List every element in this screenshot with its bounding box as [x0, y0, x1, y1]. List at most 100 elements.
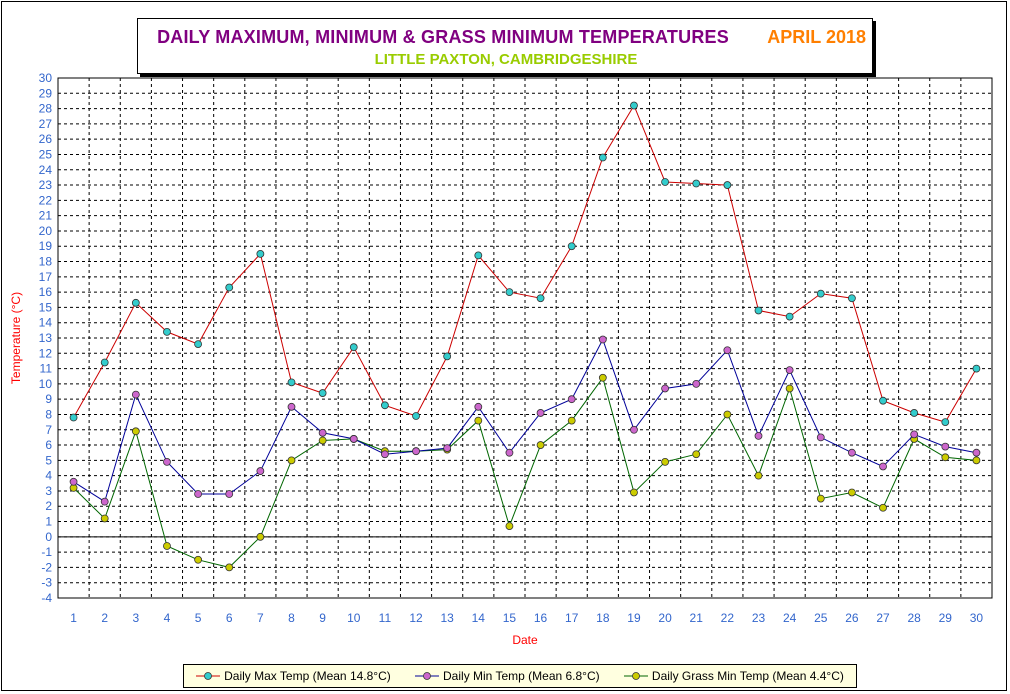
- data-point: [848, 488, 856, 497]
- data-point: [567, 242, 576, 251]
- x-tick-label: 7: [257, 611, 264, 625]
- data-point: [785, 384, 794, 393]
- data-point: [100, 358, 109, 367]
- x-tick-label: 30: [970, 611, 984, 625]
- data-point: [661, 178, 669, 186]
- y-tick-label: 1: [45, 515, 52, 529]
- y-tick-label: 0: [45, 530, 52, 544]
- data-point: [972, 448, 981, 457]
- y-tick-label: 7: [45, 423, 52, 437]
- data-point: [474, 251, 483, 260]
- data-point: [630, 425, 638, 434]
- data-point: [194, 555, 203, 564]
- y-tick-label: 17: [39, 270, 53, 284]
- legend-swatch-marker: [204, 672, 213, 680]
- data-point: [910, 409, 919, 417]
- data-point: [194, 340, 203, 349]
- y-tick-label: 9: [45, 392, 52, 406]
- data-point: [567, 416, 576, 425]
- y-tick-label: 5: [45, 453, 52, 467]
- data-point: [318, 436, 327, 445]
- x-tick-label: 6: [226, 611, 233, 625]
- data-point: [256, 467, 265, 475]
- series-0: [69, 101, 981, 427]
- y-tick-label: 3: [45, 484, 52, 498]
- y-tick-label: 30: [39, 71, 53, 85]
- data-point: [785, 366, 794, 375]
- legend-swatch-graphic: [623, 672, 648, 680]
- y-tick-label: 28: [39, 102, 53, 116]
- data-point: [505, 288, 514, 297]
- data-point: [225, 490, 234, 498]
- y-tick-label: 22: [39, 193, 53, 207]
- y-tick-label: -3: [41, 576, 52, 590]
- x-tick-label: 20: [658, 611, 672, 625]
- y-tick-label: 15: [39, 300, 53, 314]
- x-tick-label: 17: [565, 611, 579, 625]
- series: [69, 101, 981, 572]
- data-point: [941, 453, 950, 462]
- data-point: [723, 181, 732, 189]
- x-tick-label: 14: [472, 611, 486, 625]
- legend-swatch-min: [415, 670, 440, 682]
- data-point: [194, 490, 203, 498]
- data-point: [131, 298, 140, 307]
- y-tick-label: 2: [45, 499, 52, 513]
- data-point: [692, 379, 701, 388]
- data-point: [816, 494, 825, 503]
- legend-swatch-graphic: [415, 672, 440, 680]
- x-tick-label: 18: [596, 611, 610, 625]
- y-tick-label: 29: [39, 86, 53, 100]
- data-point: [816, 289, 825, 298]
- data-point: [163, 457, 171, 466]
- x-axis-title: Date: [512, 633, 538, 647]
- title-box: DAILY MAXIMUM, MINIMUM & GRASS MINIMUM T…: [137, 18, 873, 74]
- data-point: [69, 477, 78, 486]
- data-point: [941, 442, 950, 451]
- y-tick-label: 14: [39, 316, 53, 330]
- data-point: [972, 456, 981, 465]
- data-point: [536, 294, 545, 303]
- x-tick-label: 13: [440, 611, 454, 625]
- x-tick-label: 11: [379, 611, 392, 625]
- legend-label-max: Daily Max Temp (Mean 14.8°C): [224, 669, 391, 683]
- legend: Daily Max Temp (Mean 14.8°C) Daily Min T…: [183, 664, 857, 688]
- x-tick-label: 23: [752, 611, 766, 625]
- y-tick-label: 8: [45, 407, 52, 421]
- x-tick-label: 3: [132, 611, 139, 625]
- data-point: [474, 416, 483, 425]
- y-tick-label: 21: [39, 209, 53, 223]
- y-tick-label: 25: [39, 147, 53, 161]
- x-tick-label: 19: [627, 611, 641, 625]
- y-tick-label: 19: [39, 239, 53, 253]
- y-tick-label: 16: [39, 285, 53, 299]
- legend-swatch-grass-min: [623, 670, 648, 682]
- x-tick-label: 1: [70, 611, 77, 625]
- data-point: [692, 179, 701, 188]
- y-tick-label: 12: [39, 346, 53, 360]
- legend-item-max: Daily Max Temp (Mean 14.8°C): [196, 669, 391, 683]
- x-tick-label: 2: [101, 611, 108, 625]
- data-point: [536, 441, 545, 449]
- data-point: [879, 396, 887, 405]
- data-point: [630, 488, 638, 497]
- data-point: [661, 384, 669, 393]
- legend-item-grass-min: Daily Grass Min Temp (Mean 4.4°C): [623, 669, 844, 683]
- data-point: [287, 378, 296, 387]
- data-point: [349, 343, 358, 352]
- x-tick-label: 24: [783, 611, 797, 625]
- data-point: [785, 312, 794, 321]
- data-point: [287, 402, 296, 411]
- legend-label-min: Daily Min Temp (Mean 6.8°C): [443, 669, 600, 683]
- data-point: [412, 412, 420, 420]
- x-tick-label: 9: [319, 611, 326, 625]
- x-tick-label: 25: [814, 611, 828, 625]
- y-tick-label: -2: [41, 560, 52, 574]
- x-tick-label: 26: [845, 611, 859, 625]
- data-point: [380, 450, 389, 459]
- data-point: [692, 450, 701, 459]
- data-point: [754, 471, 763, 480]
- data-point: [505, 448, 514, 457]
- data-point: [287, 456, 296, 465]
